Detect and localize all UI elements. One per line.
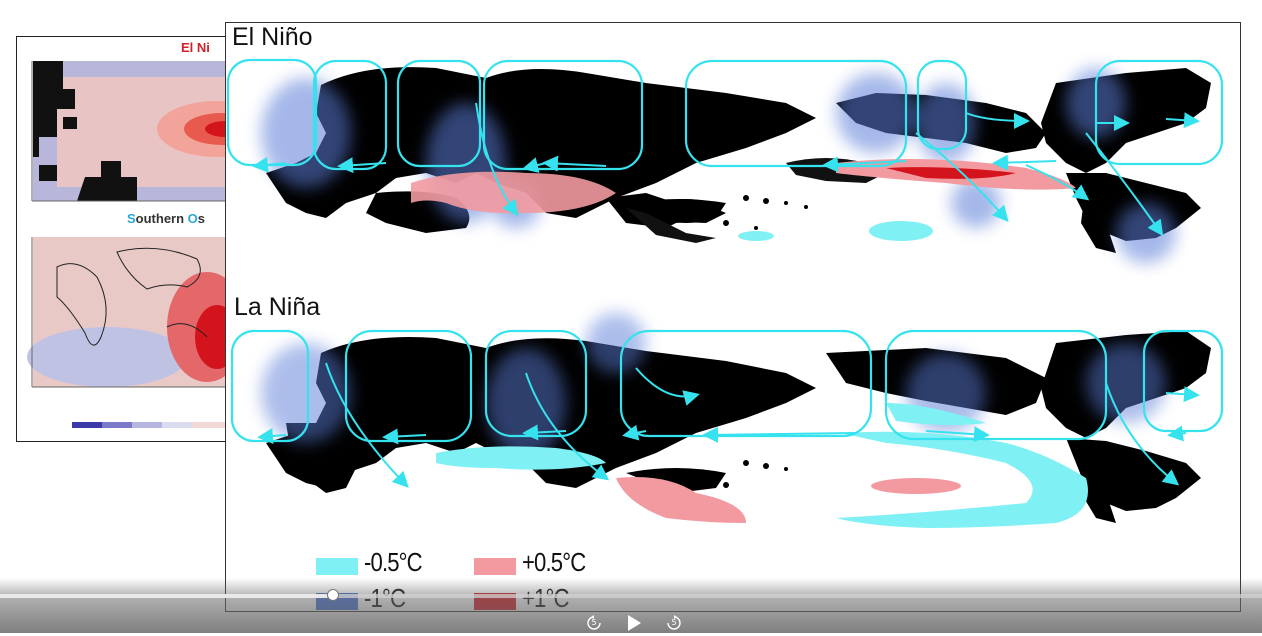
legend-label-cool-half: -0.5°C (364, 547, 423, 577)
progress-bar[interactable] (0, 594, 1262, 598)
subtitle-letter-s: S (127, 211, 136, 226)
background-slide-graphics (27, 61, 229, 428)
circulation-maps (226, 58, 1224, 528)
la-nina-label: La Niña (234, 293, 321, 321)
play-button[interactable] (624, 613, 644, 633)
background-slide-title-red: El Ni (181, 40, 210, 55)
el-nino-label: El Niño (232, 23, 313, 51)
background-slide: El Ni Southern Os (16, 36, 230, 442)
subtitle-letter-o: O (187, 211, 198, 226)
progress-scrubber-handle[interactable] (327, 589, 340, 601)
la-nina-map (230, 313, 1224, 528)
legend-swatch-warm-half (474, 558, 516, 575)
rewind-5-icon: 5 (586, 615, 602, 631)
legend-label-warm-half: +0.5°C (522, 547, 586, 577)
legend-swatch-cool-half (316, 558, 358, 575)
progress-bar-played (0, 594, 329, 598)
play-icon (628, 615, 641, 631)
subtitle-end: s (197, 211, 206, 226)
forward-seconds-label: 5 (671, 618, 677, 627)
el-nino-map (226, 58, 1224, 263)
subtitle-text: outhern (135, 211, 188, 226)
background-slide-title: El Ni (181, 40, 210, 55)
rewind-5-button[interactable]: 5 (584, 613, 604, 633)
main-slide: El Niño La Niña -0.5°C +0.5°C -1°C +1°C (225, 22, 1241, 612)
background-slide-subtitle: Southern Os (127, 211, 205, 226)
forward-5-button[interactable]: 5 (664, 613, 684, 633)
rewind-seconds-label: 5 (591, 618, 597, 627)
forward-5-icon: 5 (666, 615, 682, 631)
